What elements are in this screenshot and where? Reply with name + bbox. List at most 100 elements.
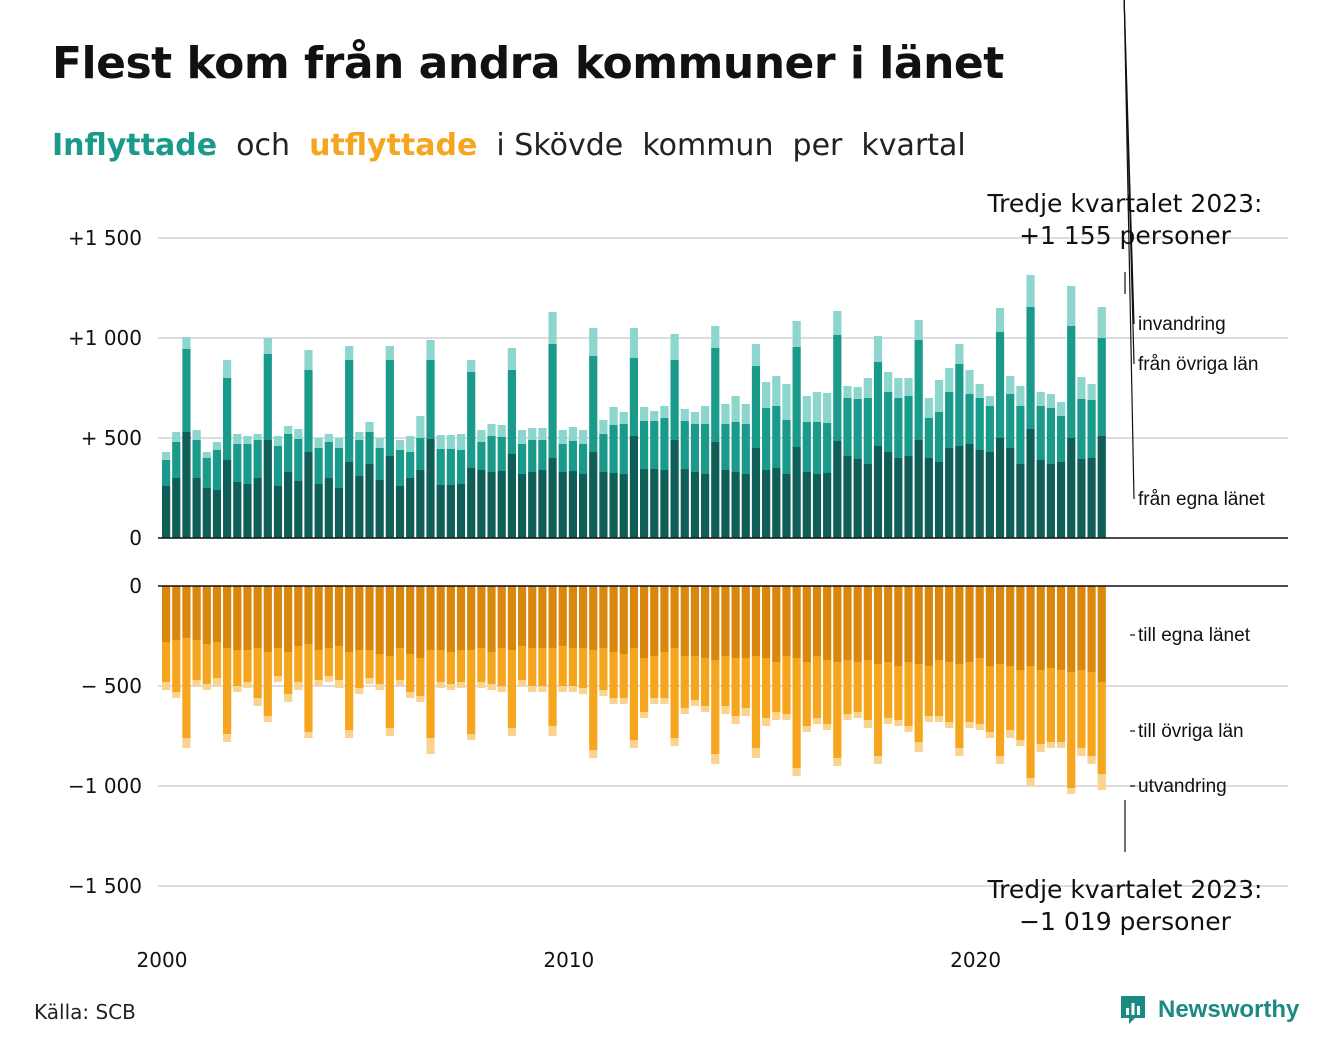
bar-immigration (741, 404, 750, 424)
bar-to-other-counties (263, 652, 272, 716)
bar-from-other-counties (212, 450, 222, 490)
bar-to-other-counties (833, 662, 842, 758)
bar-to-own-county (375, 586, 384, 654)
bar-from-own-county (426, 439, 435, 538)
bar-emigration (385, 728, 394, 736)
bar-emigration (538, 686, 547, 692)
bar-to-other-counties (253, 648, 262, 698)
bar-to-other-counties (904, 662, 913, 726)
bar-from-other-counties (202, 458, 211, 488)
bar-to-own-county (894, 586, 903, 666)
bar-from-own-county (548, 458, 557, 538)
bar-from-own-county (863, 464, 872, 538)
bar-from-own-county (345, 462, 354, 538)
bar-from-other-counties (995, 332, 1005, 438)
bar-to-own-county (1046, 586, 1055, 668)
bar-emigration (314, 680, 323, 686)
bar-emigration (975, 724, 984, 730)
bar-from-own-county (324, 478, 333, 538)
bar-from-own-county (1067, 438, 1076, 538)
bar-from-own-county (1056, 462, 1066, 538)
bar-immigration (853, 387, 862, 399)
bar-from-other-counties (924, 418, 933, 458)
bar-from-own-county (375, 480, 384, 538)
bar-from-own-county (1006, 448, 1015, 538)
bar-emigration (568, 686, 577, 692)
bar-to-own-county (477, 586, 486, 648)
bar-immigration (914, 320, 923, 340)
bar-from-own-county (670, 440, 679, 538)
bar-to-other-counties (670, 648, 679, 738)
bar-to-own-county (823, 586, 832, 660)
bar-to-other-counties (741, 658, 750, 708)
bar-immigration (1097, 307, 1106, 338)
bar-from-own-county (162, 486, 171, 538)
bar-emigration (670, 738, 679, 746)
bar-from-own-county (762, 470, 771, 538)
bar-from-other-counties (456, 450, 466, 484)
bar-to-own-county (162, 586, 171, 642)
bar-from-own-county (568, 471, 577, 538)
brand-logo[interactable]: Newsworthy (1118, 994, 1299, 1026)
bar-from-other-counties (873, 362, 883, 446)
bar-from-other-counties (711, 348, 720, 442)
bar-from-other-counties (975, 398, 984, 450)
bar-immigration (731, 396, 740, 422)
bar-to-own-county (639, 586, 649, 658)
outflow-bars (162, 586, 1106, 794)
bar-to-own-county (589, 586, 598, 650)
bar-from-own-county (212, 490, 222, 538)
bar-from-own-county (751, 448, 761, 538)
bar-to-own-county (212, 586, 222, 642)
bar-immigration (1046, 394, 1055, 408)
bar-immigration (395, 440, 405, 450)
bar-immigration (629, 328, 639, 358)
bar-to-other-counties (639, 658, 649, 712)
bar-from-other-counties (487, 436, 496, 472)
bar-to-other-counties (629, 648, 639, 740)
bar-from-other-counties (162, 460, 171, 486)
bar-from-own-county (446, 485, 455, 538)
bar-to-own-county (914, 586, 923, 664)
segment-label-out: utvandring (1138, 776, 1227, 797)
bar-to-other-counties (1036, 670, 1045, 744)
bar-immigration (924, 398, 933, 418)
bar-immigration (375, 438, 384, 448)
bar-to-own-county (467, 586, 476, 650)
bar-to-other-counties (284, 652, 293, 694)
bar-to-own-county (1006, 586, 1015, 666)
bar-to-other-counties (507, 650, 516, 728)
bar-from-own-county (528, 472, 537, 538)
bar-from-other-counties (385, 360, 394, 456)
y-tick-label: −1 500 (68, 874, 142, 898)
bar-from-other-counties (436, 449, 445, 485)
bar-emigration (589, 750, 598, 758)
bar-to-other-counties (1067, 672, 1076, 788)
bar-to-other-counties (762, 658, 771, 718)
bar-emigration (965, 722, 974, 728)
bar-emigration (172, 692, 181, 698)
bar-to-other-counties (558, 646, 567, 686)
chart-subtitle: Inflyttade och utflyttade i Skövde kommu… (52, 128, 966, 163)
bar-emigration (334, 680, 344, 688)
bar-to-own-county (904, 586, 913, 662)
bar-from-other-counties (477, 442, 486, 470)
bar-immigration (334, 438, 344, 448)
bar-from-other-counties (1087, 400, 1096, 458)
bar-from-other-counties (985, 406, 994, 452)
bar-to-other-counties (365, 650, 374, 678)
bar-immigration (212, 442, 222, 450)
bar-immigration (385, 346, 394, 360)
bar-from-own-county (690, 472, 700, 538)
bar-from-other-counties (904, 396, 913, 456)
bar-to-own-county (812, 586, 822, 656)
bar-to-other-counties (477, 648, 486, 682)
bar-to-other-counties (467, 650, 476, 734)
bar-from-own-county (538, 470, 547, 538)
bar-immigration (456, 434, 466, 450)
bar-to-own-county (172, 586, 181, 640)
bar-emigration (823, 724, 832, 730)
bar-from-own-county (243, 484, 252, 538)
bar-immigration (823, 393, 832, 423)
bar-to-own-county (792, 586, 801, 658)
